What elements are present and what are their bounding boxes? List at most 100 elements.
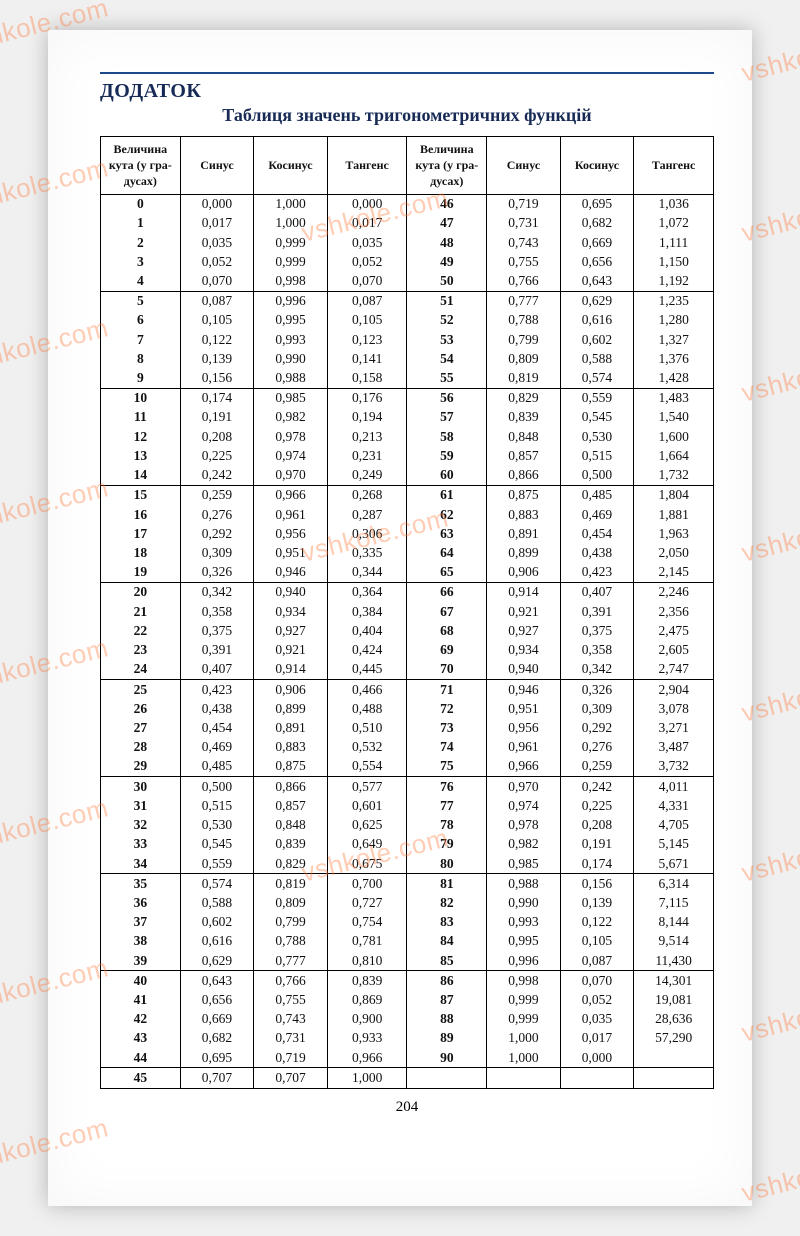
table-cell: 0,559	[560, 388, 634, 408]
table-cell: 0,788	[254, 932, 328, 951]
table-cell: 73	[407, 718, 487, 737]
table-cell: 0,485	[560, 485, 634, 505]
table-cell: 29	[101, 757, 181, 777]
col-right-tan: Тангенс	[634, 137, 714, 195]
table-cell: 46	[407, 194, 487, 214]
table-cell: 1,036	[634, 194, 714, 214]
table-cell: 0,070	[180, 271, 254, 291]
table-cell: 23	[101, 641, 181, 660]
table-cell: 0,087	[560, 951, 634, 971]
table-cell: 0,799	[254, 913, 328, 932]
table-row: 220,3750,9270,404680,9270,3752,475	[101, 621, 714, 640]
table-cell: 0,974	[487, 796, 561, 815]
table-title: Таблиця значень тригонометричних функцій	[100, 105, 714, 126]
table-cell: 0,225	[560, 796, 634, 815]
table-cell: 0,900	[327, 1010, 407, 1029]
table-cell: 51	[407, 291, 487, 311]
table-cell: 71	[407, 680, 487, 700]
table-cell: 0,848	[254, 816, 328, 835]
table-cell: 0,875	[254, 757, 328, 777]
table-cell: 0,988	[254, 369, 328, 389]
table-cell: 11,430	[634, 951, 714, 971]
table-cell: 52	[407, 311, 487, 330]
table-cell: 0,249	[327, 466, 407, 486]
table-cell: 0,375	[560, 621, 634, 640]
col-left-tan: Тангенс	[327, 137, 407, 195]
table-cell: 5,145	[634, 835, 714, 854]
table-row: 250,4230,9060,466710,9460,3262,904	[101, 680, 714, 700]
table-cell: 0,242	[560, 777, 634, 797]
table-cell: 0,682	[560, 214, 634, 233]
table-cell: 19,081	[634, 991, 714, 1010]
table-cell: 13	[101, 446, 181, 465]
table-cell: 0,500	[560, 466, 634, 486]
table-cell: 0,466	[327, 680, 407, 700]
table-cell: 7,115	[634, 893, 714, 912]
table-cell: 0,921	[254, 641, 328, 660]
table-cell: 0,961	[254, 505, 328, 524]
table-cell: 1,235	[634, 291, 714, 311]
table-cell: 1,000	[487, 1048, 561, 1068]
table-cell: 4,705	[634, 816, 714, 835]
table-cell: 6,314	[634, 874, 714, 894]
table-cell: 0,993	[254, 330, 328, 349]
table-cell: 0,176	[327, 388, 407, 408]
table-row: 420,6690,7430,900880,9990,03528,636	[101, 1010, 714, 1029]
table-cell: 0,174	[180, 388, 254, 408]
table-cell: 0,869	[327, 991, 407, 1010]
table-cell: 0,985	[254, 388, 328, 408]
table-cell: 5,671	[634, 854, 714, 874]
table-cell: 45	[101, 1068, 181, 1088]
table-cell: 0,985	[487, 854, 561, 874]
table-cell: 0,194	[327, 408, 407, 427]
table-cell: 48	[407, 233, 487, 252]
table-cell: 72	[407, 699, 487, 718]
table-row: 70,1220,9930,123530,7990,6021,327	[101, 330, 714, 349]
table-cell: 2,356	[634, 602, 714, 621]
table-cell: 0,292	[560, 718, 634, 737]
table-cell: 12	[101, 427, 181, 446]
table-cell: 0,934	[487, 641, 561, 660]
table-cell: 0,934	[254, 602, 328, 621]
table-cell	[634, 1048, 714, 1068]
table-cell: 1,327	[634, 330, 714, 349]
table-row: 210,3580,9340,384670,9210,3912,356	[101, 602, 714, 621]
table-row: 270,4540,8910,510730,9560,2923,271	[101, 718, 714, 737]
table-cell: 0,052	[180, 252, 254, 271]
table-row: 170,2920,9560,306630,8910,4541,963	[101, 524, 714, 543]
table-cell: 65	[407, 563, 487, 583]
table-cell: 0,530	[560, 427, 634, 446]
table-cell: 0,326	[560, 680, 634, 700]
table-cell: 0,391	[560, 602, 634, 621]
table-cell: 16	[101, 505, 181, 524]
col-left-angle: Величина кута (у гра­дусах)	[101, 137, 181, 195]
table-cell	[407, 1068, 487, 1088]
table-cell: 0,070	[560, 971, 634, 991]
table-cell: 83	[407, 913, 487, 932]
table-cell: 0,469	[560, 505, 634, 524]
table-cell: 88	[407, 1010, 487, 1029]
table-cell: 0,276	[180, 505, 254, 524]
top-rule	[100, 72, 714, 74]
table-cell: 0	[101, 194, 181, 214]
table-cell: 62	[407, 505, 487, 524]
table-cell: 0,788	[487, 311, 561, 330]
table-cell: 0,946	[254, 563, 328, 583]
table-row: 410,6560,7550,869870,9990,05219,081	[101, 991, 714, 1010]
table-cell: 0,966	[327, 1048, 407, 1068]
table-cell: 0,515	[180, 796, 254, 815]
table-cell: 0,866	[254, 777, 328, 797]
table-cell: 9,514	[634, 932, 714, 951]
table-row: 50,0870,9960,087510,7770,6291,235	[101, 291, 714, 311]
table-cell: 0,669	[180, 1010, 254, 1029]
table-cell: 2,475	[634, 621, 714, 640]
table-cell: 0,819	[254, 874, 328, 894]
table-cell: 63	[407, 524, 487, 543]
table-cell: 0,643	[560, 271, 634, 291]
table-cell: 0,899	[487, 544, 561, 563]
table-cell: 0,899	[254, 699, 328, 718]
col-right-angle: Величина кута (у гра­дусах)	[407, 137, 487, 195]
table-cell: 0,966	[254, 485, 328, 505]
table-cell: 1,072	[634, 214, 714, 233]
table-cell: 1,000	[254, 194, 328, 214]
